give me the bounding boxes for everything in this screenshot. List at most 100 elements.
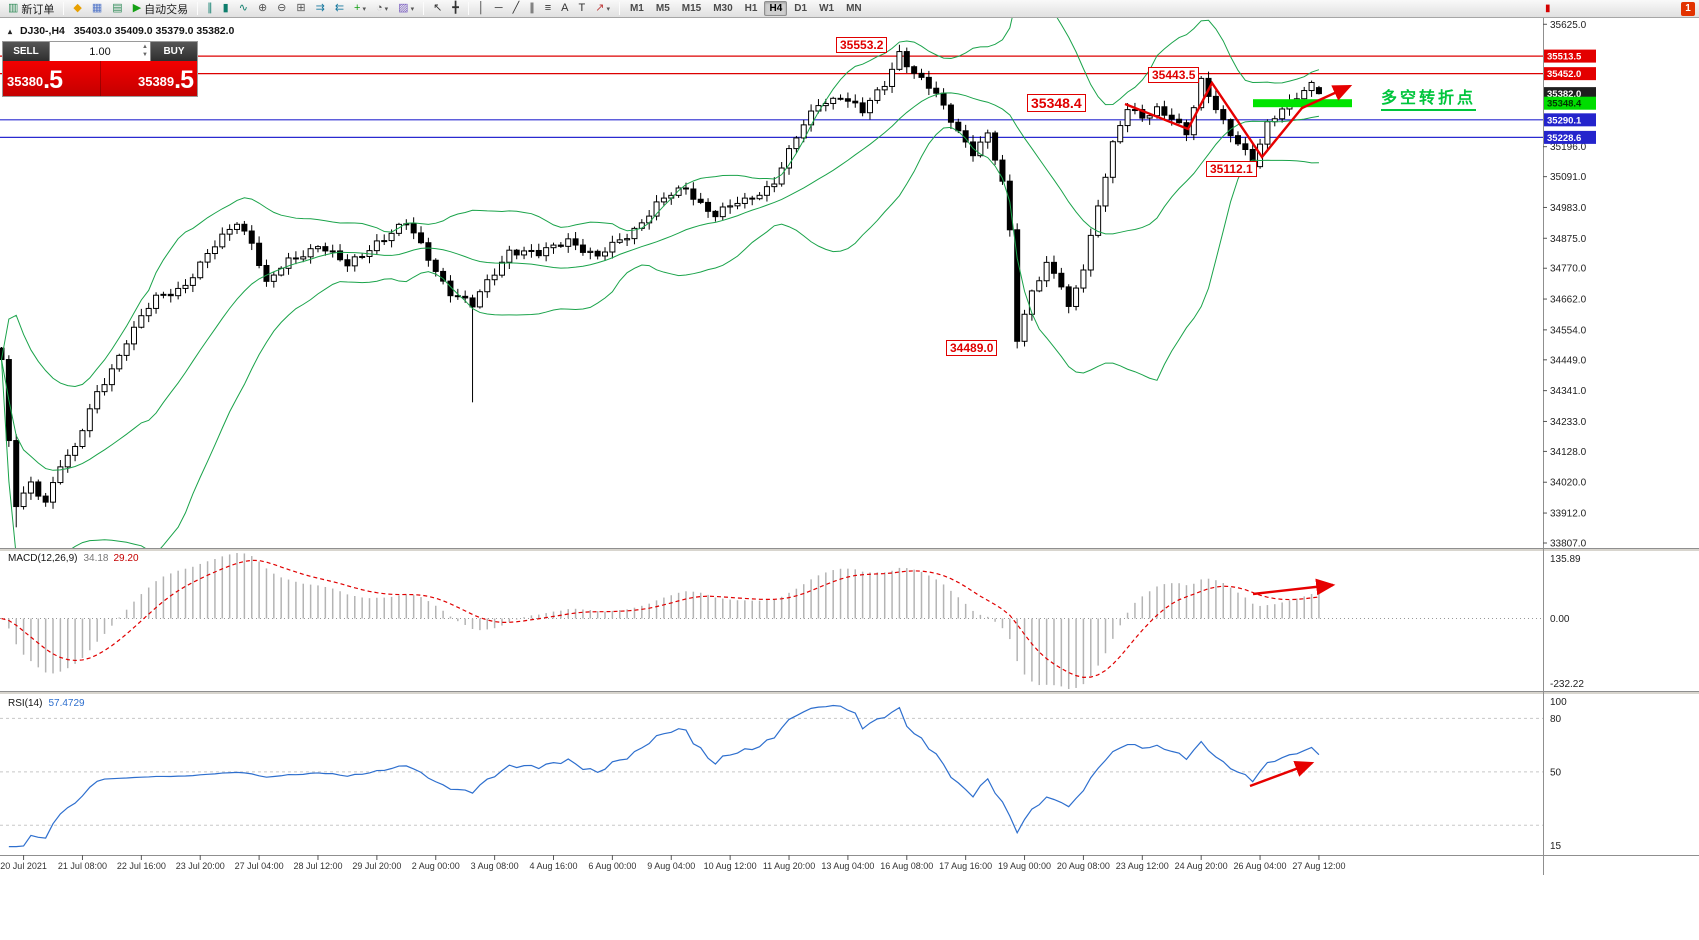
volume-input[interactable]: 1.00 ▲ ▼ [49, 42, 151, 61]
vertical-line-icon[interactable]: │ [474, 1, 489, 17]
macd-trend-arrow[interactable] [1252, 578, 1336, 596]
crosshair-icon[interactable]: ╋ [448, 1, 463, 17]
candle-body [35, 481, 42, 497]
candle-body [1058, 272, 1065, 288]
market-watch-icon[interactable]: ◆ [69, 1, 85, 17]
templates-glyph: ▨ [398, 2, 409, 14]
add-indicator-button[interactable]: + ▾ [350, 1, 370, 17]
candle-body [1154, 106, 1161, 117]
panel-divider[interactable] [0, 691, 1699, 694]
timeframe-h1[interactable]: H1 [744, 3, 758, 14]
candle-body [432, 259, 439, 272]
candle-body [50, 482, 57, 503]
autotrading-button[interactable]: ▶ 自动交易 [129, 1, 192, 17]
candle-body [189, 277, 196, 286]
price-axis-label: 34128.0 [1550, 447, 1587, 458]
zoom-in-icon[interactable]: ⊕ [254, 1, 271, 17]
candle-body [859, 102, 866, 114]
fibonacci-icon[interactable]: ≡ [541, 1, 555, 17]
zoom-out-icon[interactable]: ⊖ [273, 1, 290, 17]
timeframe-h4[interactable]: H4 [764, 1, 788, 16]
candle-body [440, 270, 447, 282]
channel-icon[interactable]: ∥ [525, 1, 539, 17]
price-annotation[interactable]: 34489.0 [946, 340, 998, 356]
label-tool-icon[interactable]: T [574, 1, 589, 17]
candle-body [153, 294, 160, 309]
candle-body [528, 249, 535, 252]
tile-windows-icon[interactable]: ⊞ [292, 1, 309, 17]
support-zone[interactable] [1253, 99, 1352, 108]
sell-button[interactable]: SELL [3, 42, 49, 61]
panel-divider[interactable] [0, 548, 1699, 551]
candle-body [447, 280, 454, 297]
candle-body [903, 51, 910, 68]
new-order-button[interactable]: ▥ 新订单 [4, 1, 58, 17]
data-window-icon[interactable]: ▦ [88, 1, 106, 17]
auto-scroll-icon[interactable]: ⇉ [312, 1, 329, 17]
candle-body [756, 194, 763, 200]
buy-price[interactable]: 35389 .5 [100, 61, 197, 96]
cursor-icon[interactable]: ↖ [429, 1, 446, 17]
buy-button[interactable]: BUY [151, 42, 197, 61]
spin-up-icon[interactable]: ▲ [142, 44, 148, 50]
candlestick-icon[interactable]: ▮ [219, 1, 233, 17]
zoom-in-icon-glyph: ⊕ [257, 2, 268, 14]
price-axis-label: 34875.0 [1550, 234, 1587, 245]
candle-body [388, 232, 395, 242]
candle-body [1073, 287, 1080, 307]
candle-body [550, 244, 557, 249]
candle-body [1028, 290, 1035, 315]
price-axis-label: 34770.0 [1550, 264, 1587, 275]
horizontal-line-icon[interactable]: ─ [491, 1, 507, 17]
timeframe-m1[interactable]: M1 [629, 3, 644, 14]
candle-body [1021, 313, 1028, 342]
volume-spinner[interactable]: ▲ ▼ [142, 43, 148, 59]
price-annotation[interactable]: 35553.2 [836, 37, 888, 53]
candle-body [469, 297, 476, 308]
turning-point-label[interactable]: 多空转折点 [1381, 84, 1477, 111]
timeframe-mn[interactable]: MN [846, 3, 862, 14]
fibonacci-icon-glyph: ≡ [544, 2, 552, 14]
new-order-button-label: 新订单 [21, 3, 55, 16]
price-annotation[interactable]: 35112.1 [1206, 161, 1257, 177]
sell-price[interactable]: 35380 .5 [3, 61, 100, 96]
time-label: 28 Jul 12:00 [293, 861, 342, 871]
candle-body [86, 408, 93, 432]
candle-body [351, 256, 358, 267]
candle-body [145, 307, 152, 317]
timeframe-m15[interactable]: M15 [681, 3, 702, 14]
timeframe-w1[interactable]: W1 [819, 3, 835, 14]
periods-clock-button[interactable]: ◔ ▾ [372, 1, 392, 17]
price-annotation[interactable]: 35348.4 [1027, 94, 1086, 112]
line-chart-icon[interactable]: ∿ [235, 1, 252, 17]
time-label: 17 Aug 16:00 [939, 861, 992, 871]
toolbar-groups: ▥ 新订单 ◆ ▦ ▤ ▶ 自动交易 ∥ ▮ ∿ ⊕ ⊖ ⊞ ⇉ ⇇ + ▾ ◔ ▾ ▨ ▾ ↖ ╋ │ ─ ╱ ∥ ≡ A T ↗ ▾ M1 M… [3, 1, 868, 17]
rsi-trend-arrow[interactable] [1249, 760, 1315, 788]
candle-body [624, 238, 631, 241]
terminal-icon[interactable]: ▤ [108, 1, 126, 17]
spin-down-icon[interactable]: ▼ [142, 52, 148, 58]
candle-body [1279, 108, 1286, 120]
trendline-icon[interactable]: ╱ [509, 1, 524, 17]
candle-body [682, 187, 689, 190]
alert-badge[interactable]: 1 [1681, 2, 1695, 16]
timeframe-d1[interactable]: D1 [794, 3, 808, 14]
timeframe-m30[interactable]: M30 [713, 3, 733, 14]
candle-body [616, 239, 623, 243]
templates-button[interactable]: ▨ ▾ [394, 1, 418, 17]
macd-signal-line [1, 559, 1320, 678]
time-label: 9 Aug 04:00 [647, 861, 695, 871]
one-click-trading-panel: SELL 1.00 ▲ ▼ BUY 35380 .5 35389 .5 [2, 41, 198, 97]
time-label: 23 Jul 20:00 [176, 861, 225, 871]
price-annotation[interactable]: 35443.5 [1148, 67, 1200, 83]
oneclick-collapse-icon[interactable]: ▴ [8, 27, 13, 36]
text-tool-icon[interactable]: A [557, 1, 572, 17]
ohlc-bars-icon[interactable]: ∥ [203, 1, 217, 17]
candle-body [57, 466, 64, 484]
timeframe-m5[interactable]: M5 [655, 3, 670, 14]
time-label: 22 Jul 16:00 [117, 861, 166, 871]
trend-zigzag-arrow[interactable] [1124, 80, 1353, 160]
chart-shift-icon[interactable]: ⇇ [331, 1, 348, 17]
shapes-button[interactable]: ↗ ▾ [591, 1, 614, 17]
